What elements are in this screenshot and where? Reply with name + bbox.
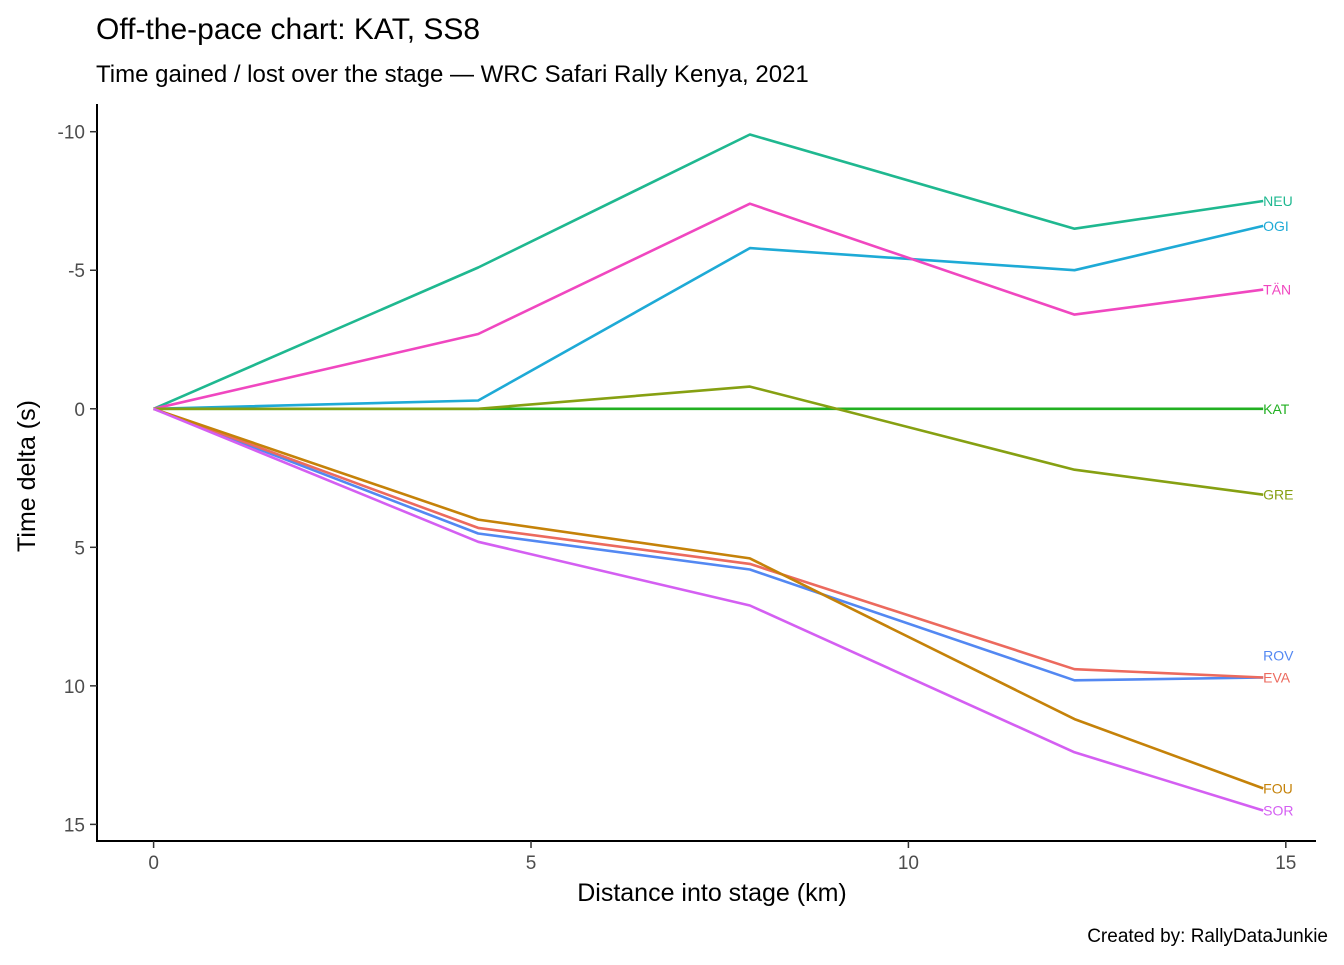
y-tick-label: 15 bbox=[64, 815, 85, 836]
series-line-sor bbox=[153, 407, 1264, 812]
y-axis-ticks: -10 -5 0 5 10 15 bbox=[58, 123, 97, 836]
y-tick-label: -5 bbox=[68, 261, 85, 282]
series-line-gre bbox=[153, 385, 1264, 496]
series-label-gre: GRE bbox=[1263, 487, 1293, 503]
x-axis-title: Distance into stage (km) bbox=[577, 879, 847, 907]
series-line-eva bbox=[153, 407, 1264, 679]
chart-title: Off-the-pace chart: KAT, SS8 bbox=[96, 13, 480, 46]
series-label-tän: TÄN bbox=[1263, 282, 1291, 298]
series-label-ogi: OGI bbox=[1263, 218, 1289, 234]
series-line-tän bbox=[153, 202, 1264, 411]
series-line-neu bbox=[153, 133, 1264, 410]
chart-subtitle: Time gained / lost over the stage — WRC … bbox=[96, 61, 809, 88]
chart-caption: Created by: RallyDataJunkie bbox=[1087, 926, 1328, 947]
series-label-kat: KAT bbox=[1263, 401, 1290, 417]
series-label-rov: ROV bbox=[1263, 647, 1294, 663]
y-tick-label: 0 bbox=[74, 400, 85, 421]
x-tick-label: 15 bbox=[1275, 853, 1296, 874]
series-label-sor: SOR bbox=[1263, 803, 1293, 819]
series-line-fou bbox=[153, 407, 1264, 790]
x-tick-label: 0 bbox=[148, 853, 159, 874]
x-tick-label: 10 bbox=[898, 853, 919, 874]
series-label-eva: EVA bbox=[1263, 670, 1291, 686]
x-tick-label: 5 bbox=[526, 853, 537, 874]
series-line-ogi bbox=[153, 224, 1264, 411]
y-axis-title: Time delta (s) bbox=[13, 400, 41, 552]
series-label-fou: FOU bbox=[1263, 780, 1293, 796]
series-layer: NEU OGI TÄN KAT GRE ROV EVA FOU SOR bbox=[153, 133, 1294, 819]
x-axis-ticks: 0 5 10 15 bbox=[148, 841, 1296, 874]
y-tick-label: 10 bbox=[64, 677, 85, 698]
series-line-rov bbox=[153, 407, 1264, 682]
y-tick-label: 5 bbox=[74, 538, 85, 559]
series-label-neu: NEU bbox=[1263, 193, 1293, 209]
y-tick-label: -10 bbox=[58, 123, 85, 144]
